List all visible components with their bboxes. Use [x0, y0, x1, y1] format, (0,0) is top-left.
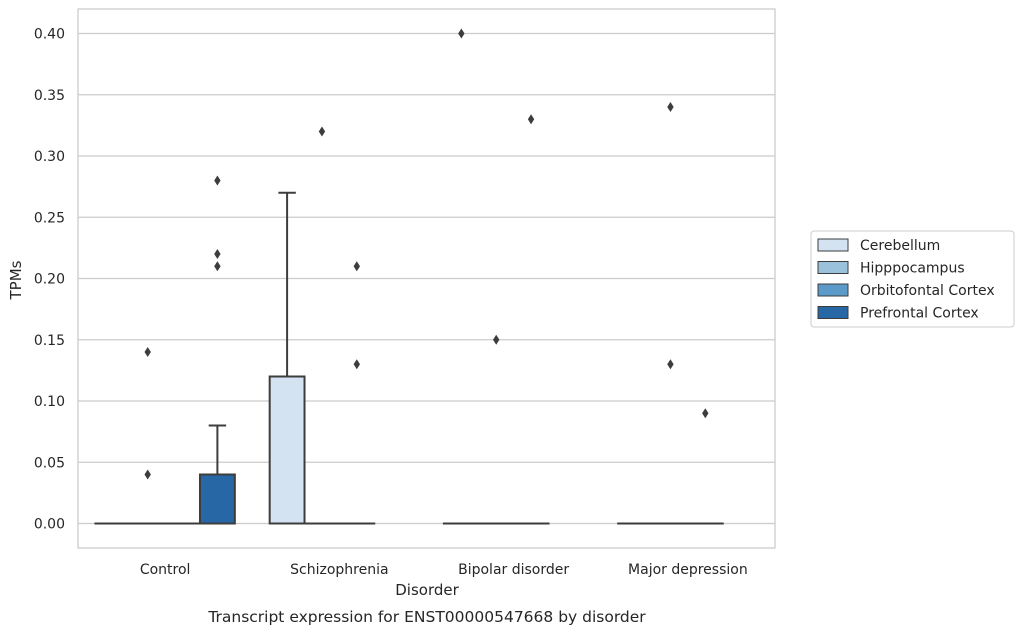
outlier-point — [667, 359, 674, 370]
y-tick-label: 0.20 — [34, 272, 65, 288]
box-hipppocampus — [477, 334, 515, 525]
x-tick-label: Schizophrenia — [290, 562, 388, 578]
y-tick-label: 0.05 — [34, 455, 65, 471]
legend-label: Orbitofontal Cortex — [860, 283, 995, 299]
x-tick-label: Control — [140, 562, 191, 578]
y-tick-label: 0.40 — [34, 27, 65, 43]
box-body — [268, 375, 306, 525]
box-orbitofontal-cortex — [512, 114, 550, 525]
outlier-point — [458, 28, 465, 39]
y-tick-label: 0.10 — [34, 394, 65, 410]
y-axis-ticks: 0.00 0.05 0.10 0.15 0.20 0.25 0.30 0.35 0.40 — [34, 27, 65, 533]
outlier-point — [493, 334, 500, 345]
legend-item: Cerebellum — [817, 238, 940, 254]
outlier-point — [214, 175, 221, 186]
box-orbitofontal-cortex — [686, 408, 724, 525]
box-cerebellum — [442, 28, 480, 525]
plot-frame — [77, 8, 776, 549]
outlier-point — [667, 102, 674, 112]
outlier-point — [214, 249, 221, 259]
y-tick-label: 0.25 — [34, 210, 65, 226]
y-tick-label: 0.30 — [34, 149, 65, 165]
legend-swatch — [817, 306, 849, 319]
x-axis-ticks: Control Schizophrenia Bipolar disorder Majo… — [140, 562, 748, 578]
legend-swatch — [817, 261, 849, 274]
box-hipppocampus — [652, 102, 689, 525]
box-hipppocampus — [129, 347, 167, 525]
x-axis-label: Disorder — [395, 581, 459, 599]
legend-label: Hipppocampus — [860, 261, 965, 277]
box-cerebellum — [268, 191, 306, 525]
legend-item: Hipppocampus — [817, 261, 965, 277]
y-tick-label: 0.00 — [34, 517, 65, 533]
figure-caption: Transcript expression for ENST0000054766… — [207, 608, 646, 626]
legend-item: Prefrontal Cortex — [817, 306, 979, 322]
outlier-point — [318, 126, 326, 137]
y-axis-label: TPMs — [7, 260, 25, 300]
outlier-point — [353, 359, 360, 370]
outlier-point — [214, 261, 221, 272]
gridlines — [78, 32, 775, 525]
box-orbitofontal-cortex — [338, 261, 376, 525]
outlier-point — [702, 408, 709, 419]
y-tick-label: 0.35 — [34, 88, 65, 104]
box-hipppocampus — [303, 126, 341, 525]
outlier-point — [353, 261, 360, 272]
legend-label: Cerebellum — [860, 238, 940, 254]
legend-item: Orbitofontal Cortex — [817, 283, 995, 299]
legend-swatch — [817, 283, 849, 297]
outlier-point — [144, 469, 151, 480]
outlier-point — [527, 114, 535, 125]
x-tick-label: Bipolar disorder — [458, 562, 569, 578]
legend-swatch — [817, 238, 849, 252]
legend-items: Cerebellum Hipppocampus Orbitofontal Corte… — [817, 238, 995, 322]
legend-frame — [810, 230, 1015, 328]
x-tick-label: Major depression — [628, 562, 748, 578]
legend: Cerebellum Hipppocampus Orbitofontal Corte… — [810, 230, 1015, 328]
box-body — [198, 473, 236, 525]
legend-label: Prefrontal Cortex — [860, 306, 979, 322]
box-prefrontal-cortex — [198, 175, 236, 525]
y-tick-label: 0.15 — [34, 333, 65, 349]
outlier-point — [144, 347, 151, 357]
boxes-layer — [94, 28, 724, 525]
